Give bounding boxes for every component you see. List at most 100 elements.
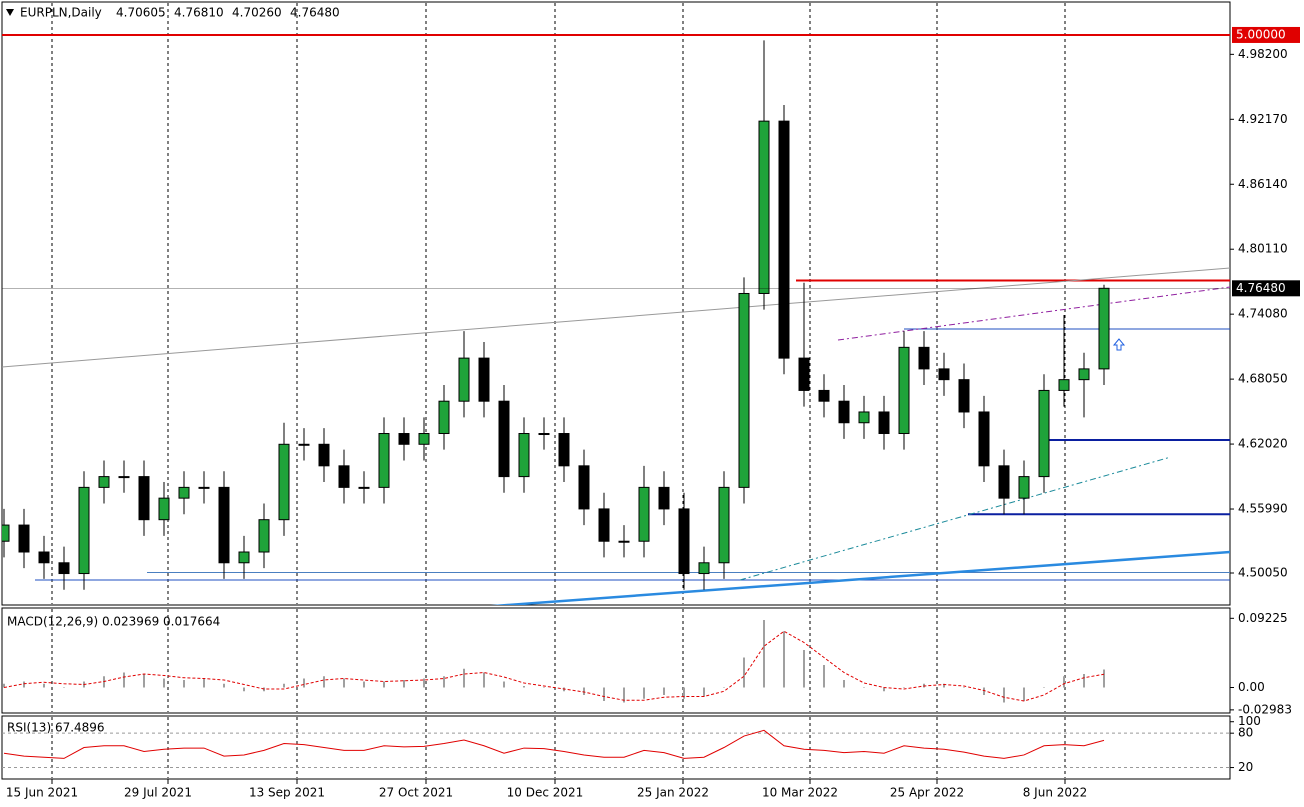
candle-body xyxy=(878,411,890,435)
candle-body xyxy=(698,562,710,575)
macd-bar xyxy=(403,680,405,688)
ohlc-low: 4.70260 xyxy=(232,6,282,20)
candle-body xyxy=(398,433,410,445)
macd-bar xyxy=(243,687,245,692)
macd-bar xyxy=(1003,687,1005,703)
macd-bar xyxy=(503,681,505,688)
macd-bar xyxy=(1023,687,1025,701)
candle-body xyxy=(278,443,290,521)
candle-body xyxy=(498,400,510,478)
macd-bar xyxy=(483,672,485,688)
y-tick-label: 80 xyxy=(1238,726,1253,740)
candle-body xyxy=(98,476,110,488)
candle-body xyxy=(238,551,250,564)
drawn-line xyxy=(837,286,1230,341)
candle-body xyxy=(618,540,630,543)
candle-body xyxy=(58,562,70,575)
candle-body xyxy=(218,486,230,564)
candle-body xyxy=(478,357,490,402)
macd-panel xyxy=(1,607,1231,714)
macd-signal xyxy=(3,630,1105,702)
macd-bar xyxy=(883,687,885,692)
macd-bar xyxy=(783,631,785,688)
macd-bar xyxy=(1083,674,1085,688)
candle-body xyxy=(778,120,790,359)
drawn-line xyxy=(739,456,1171,581)
x-tick-label: 10 Dec 2021 xyxy=(507,786,584,800)
rsi-panel xyxy=(1,715,1231,780)
candle-body xyxy=(378,433,390,488)
candle-body xyxy=(118,476,130,479)
macd-bar xyxy=(63,687,65,688)
candle-body xyxy=(438,400,450,435)
main-panel xyxy=(1,1,1231,606)
candle-body xyxy=(518,433,530,478)
x-tick-label: 29 Jul 2021 xyxy=(124,786,192,800)
y-tick-label: 4.50050 xyxy=(1238,566,1288,580)
macd-bar xyxy=(1043,687,1045,688)
candle-body xyxy=(758,120,770,294)
macd-bar xyxy=(463,668,465,688)
macd-bar xyxy=(523,686,525,688)
ohlc-close: 4.76480 xyxy=(290,6,340,20)
drawn-line xyxy=(490,550,1230,605)
y-tick-label: 20 xyxy=(1238,760,1253,774)
macd-bar xyxy=(23,681,25,688)
y-tick-label: 0.09225 xyxy=(1238,611,1288,625)
x-tick-label: 15 Jun 2021 xyxy=(6,786,78,800)
macd-bar xyxy=(423,678,425,688)
candle-body xyxy=(558,433,570,467)
plot-area xyxy=(2,33,1230,605)
macd-bar xyxy=(803,650,805,688)
candle-body xyxy=(358,486,370,489)
macd-bar xyxy=(583,687,585,695)
macd-bar xyxy=(323,676,325,688)
macd-bar xyxy=(723,687,725,688)
candle-body xyxy=(918,346,930,370)
x-tick-label: 10 Mar 2022 xyxy=(762,786,838,800)
macd-bar xyxy=(283,683,285,688)
macd-bar xyxy=(903,687,905,688)
macd-bar xyxy=(163,678,165,688)
y-tick-label: 4.80110 xyxy=(1238,242,1288,256)
macd-bar xyxy=(1103,669,1105,688)
candle-body xyxy=(38,551,50,564)
candle-body xyxy=(198,486,210,489)
plot-layer: 15 Jun 2021 29 Jul 2021 13 Sep 2021 27 Oct … xyxy=(2,3,1300,800)
candle-body xyxy=(418,433,430,445)
candle-body xyxy=(338,465,350,488)
candle-body xyxy=(838,400,850,424)
macd-title: MACD(12,26,9) 0.023969 0.017664 xyxy=(7,615,220,629)
candle-body xyxy=(78,486,90,575)
candle-body xyxy=(798,357,810,391)
macd-bar xyxy=(763,620,765,688)
candle-body xyxy=(578,465,590,510)
macd-bar xyxy=(43,683,45,688)
y-tick-label: 4.92170 xyxy=(1238,112,1288,126)
symbol: EURPLN,Daily xyxy=(20,6,102,20)
candle-body xyxy=(998,465,1010,499)
macd-bar xyxy=(663,687,665,695)
candle-body xyxy=(898,346,910,435)
candle-body xyxy=(158,497,170,521)
x-tick-label: 27 Oct 2021 xyxy=(379,786,453,800)
macd-bar xyxy=(623,687,625,703)
candle-body xyxy=(298,443,310,446)
arrow-icon xyxy=(1112,338,1126,351)
macd-bar xyxy=(203,678,205,688)
candle-body xyxy=(538,433,550,436)
x-tick-label: 13 Sep 2021 xyxy=(249,786,325,800)
drawn-line xyxy=(2,267,1230,368)
y-tick-label: 0.00 xyxy=(1238,680,1265,694)
candle-body xyxy=(818,389,830,402)
candle-body xyxy=(258,519,270,553)
candle-body xyxy=(2,524,10,542)
macd-bar xyxy=(603,687,605,701)
candle-body xyxy=(658,486,670,510)
candle-body xyxy=(958,379,970,413)
ohlc-open: 4.70605 xyxy=(116,6,166,20)
price-marker-box xyxy=(1232,26,1300,43)
rsi-title: RSI(13) 67.4896 xyxy=(7,721,105,735)
